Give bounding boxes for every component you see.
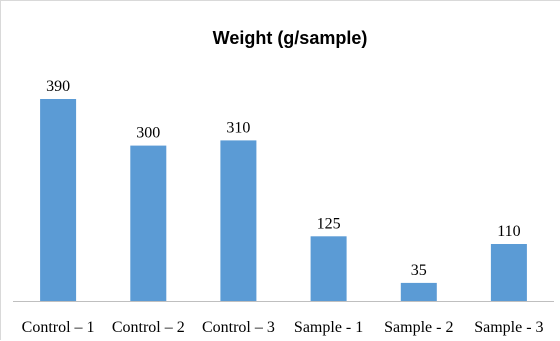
data-label: 125 bbox=[317, 215, 341, 232]
bars-layer bbox=[40, 99, 527, 301]
x-tick-label: Control – 1 bbox=[22, 319, 95, 336]
x-tick-labels-layer: Control – 1 Control – 2 Control – 3 Sample … bbox=[22, 319, 544, 336]
x-tick-label: Sample - 2 bbox=[384, 319, 453, 336]
bar bbox=[220, 140, 257, 301]
bar bbox=[130, 145, 167, 301]
x-tick-label: Sample - 1 bbox=[294, 319, 363, 336]
data-label: 110 bbox=[497, 223, 520, 240]
bar bbox=[40, 99, 77, 301]
data-label: 390 bbox=[46, 78, 70, 95]
bar bbox=[400, 282, 437, 301]
data-labels-layer: 390 300 310 125 35 110 bbox=[46, 78, 521, 279]
bar bbox=[490, 244, 527, 301]
data-label: 35 bbox=[411, 262, 427, 279]
data-label: 300 bbox=[136, 125, 160, 142]
bar bbox=[310, 236, 347, 301]
x-tick-label: Sample - 3 bbox=[474, 319, 543, 336]
x-tick-label: Control – 3 bbox=[202, 319, 275, 336]
chart-title: Weight (g/sample) bbox=[213, 28, 368, 48]
data-label: 310 bbox=[226, 119, 250, 136]
x-tick-label: Control – 2 bbox=[112, 319, 185, 336]
